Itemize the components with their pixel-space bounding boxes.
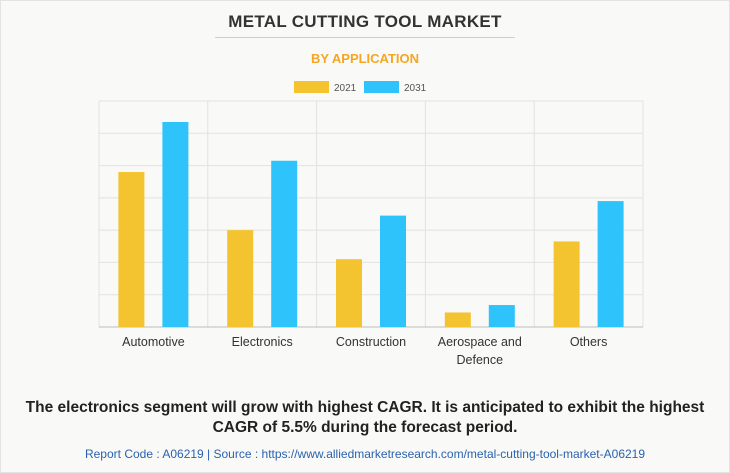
bar-2021-others bbox=[553, 241, 580, 327]
chart-caption: The electronics segment will grow with h… bbox=[25, 399, 705, 436]
bar-2031-others bbox=[597, 201, 624, 327]
x-tick-label: Electronics bbox=[232, 335, 293, 349]
legend-swatch-2031 bbox=[364, 81, 399, 93]
bar-2021-construction bbox=[336, 259, 362, 327]
chart-subtitle: BY APPLICATION bbox=[310, 51, 420, 66]
x-tick-label: Construction bbox=[336, 335, 406, 349]
bar-2031-automotive bbox=[162, 121, 189, 327]
x-tick-label: Aerospace and Defence bbox=[438, 335, 522, 367]
title-divider bbox=[215, 37, 515, 38]
bar-2031-aerospace-and bbox=[488, 305, 515, 327]
chart-title: METAL CUTTING TOOL MARKET bbox=[228, 12, 502, 31]
bar-2031-electronics bbox=[271, 160, 298, 327]
bar-2021-automotive bbox=[118, 172, 145, 327]
legend-label-2031: 2031 bbox=[404, 83, 427, 94]
bar-2031-construction bbox=[380, 215, 406, 327]
x-tick-label: Others bbox=[570, 335, 608, 349]
source-footer[interactable]: Report Code : A06219 | Source : https://… bbox=[84, 447, 646, 461]
legend-swatch-2021 bbox=[294, 81, 329, 93]
bar-2021-electronics bbox=[227, 230, 254, 327]
x-tick-label: Automotive bbox=[122, 335, 185, 349]
bar-2021-aerospace-and bbox=[444, 312, 471, 327]
legend-label-2021: 2021 bbox=[334, 83, 357, 94]
